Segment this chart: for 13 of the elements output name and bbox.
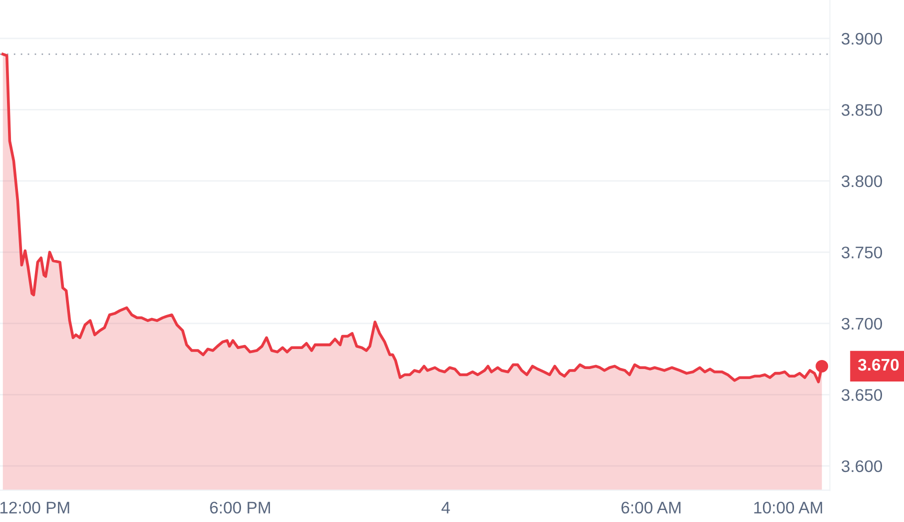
x-tick-label: 10:00 AM — [754, 502, 822, 514]
y-tick-label: 3.650 — [842, 389, 882, 401]
y-tick-label: 3.850 — [842, 104, 882, 116]
y-tick-label: 3.700 — [842, 318, 882, 330]
x-tick-label: 12:00 PM — [0, 502, 70, 514]
annotation: 3.670 — [858, 358, 899, 371]
y-tick-label: 3.900 — [842, 32, 882, 45]
x-tick-label: 6:00 AM — [622, 502, 680, 514]
x-tick-label: 6:00 PM — [210, 502, 270, 514]
y-tick-label: 3.750 — [842, 246, 882, 258]
y-tick-label: 3.600 — [842, 460, 882, 472]
x-tick-label: 4 — [442, 502, 450, 514]
y-tick-label: 3.800 — [842, 175, 882, 188]
